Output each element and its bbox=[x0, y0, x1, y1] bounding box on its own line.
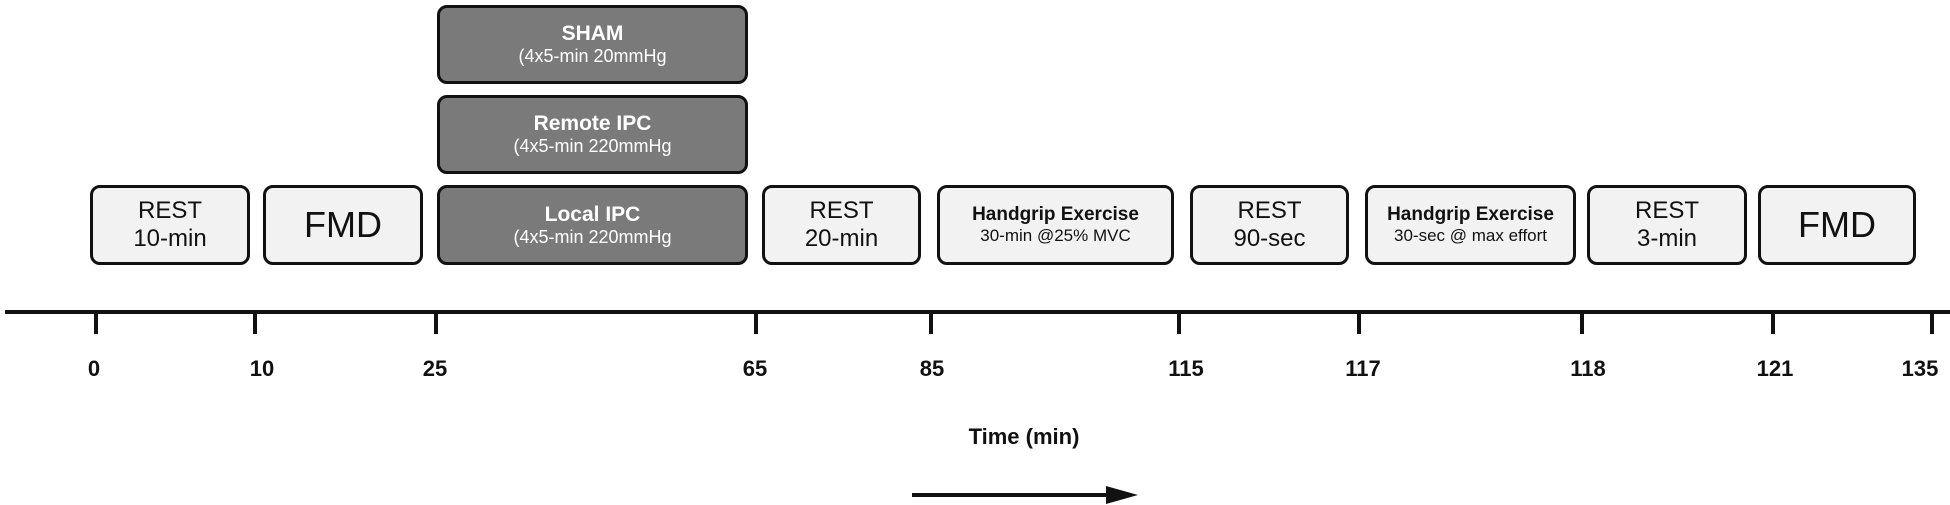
timeline-axis bbox=[5, 310, 1950, 314]
remote-ipc-detail: (4x5-min 220mmHg bbox=[513, 136, 672, 157]
rest-10min-duration: 10-min bbox=[133, 225, 207, 252]
tick-label: 115 bbox=[1168, 356, 1204, 381]
handgrip-30min-box: Handgrip Exercise 30-min @25% MVC bbox=[937, 185, 1174, 265]
rest-3min-duration: 3-min bbox=[1636, 225, 1697, 252]
sham-detail: (4x5-min 20mmHg bbox=[518, 46, 667, 67]
tick-label: 118 bbox=[1570, 356, 1606, 381]
tick-mark bbox=[754, 310, 758, 334]
remote-ipc-label: Remote IPC bbox=[533, 112, 652, 136]
local-ipc-detail: (4x5-min 220mmHg bbox=[513, 226, 672, 247]
tick-mark bbox=[1930, 310, 1934, 334]
tick-mark bbox=[929, 310, 933, 334]
fmd-box-1: FMD bbox=[263, 185, 423, 265]
sham-box: SHAM (4x5-min 20mmHg bbox=[437, 5, 748, 84]
rest-3min-box: REST 3-min bbox=[1587, 185, 1747, 265]
tick-mark bbox=[1580, 310, 1584, 334]
tick-label: 117 bbox=[1345, 356, 1381, 381]
axis-title: Time (min) bbox=[968, 424, 1080, 449]
fmd-label-1: FMD bbox=[304, 204, 382, 246]
handgrip-30sec-label: Handgrip Exercise bbox=[1387, 204, 1554, 226]
handgrip-30sec-box: Handgrip Exercise 30-sec @ max effort bbox=[1365, 185, 1576, 265]
rest-90sec-duration: 90-sec bbox=[1233, 225, 1306, 252]
remote-ipc-box: Remote IPC (4x5-min 220mmHg bbox=[437, 95, 748, 174]
rest-10min-box: REST 10-min bbox=[90, 185, 250, 265]
rest-90sec-box: REST 90-sec bbox=[1190, 185, 1349, 265]
tick-mark bbox=[1177, 310, 1181, 334]
tick-mark bbox=[94, 310, 98, 334]
handgrip-30min-label: Handgrip Exercise bbox=[972, 204, 1139, 226]
tick-label: 0 bbox=[87, 356, 101, 381]
tick-mark bbox=[1357, 310, 1361, 334]
handgrip-30min-detail: 30-min @25% MVC bbox=[980, 226, 1131, 246]
tick-label: 65 bbox=[742, 356, 768, 381]
tick-label: 25 bbox=[422, 356, 448, 381]
tick-label: 10 bbox=[249, 356, 275, 381]
fmd-label-2: FMD bbox=[1798, 204, 1876, 246]
handgrip-30sec-detail: 30-sec @ max effort bbox=[1394, 226, 1547, 246]
rest-10min-label: REST bbox=[137, 197, 202, 225]
time-arrow-icon bbox=[912, 486, 1138, 504]
tick-mark bbox=[434, 310, 438, 334]
rest-20min-duration: 20-min bbox=[804, 225, 879, 252]
tick-label: 85 bbox=[919, 356, 945, 381]
local-ipc-box: Local IPC (4x5-min 220mmHg bbox=[437, 185, 748, 265]
sham-label: SHAM bbox=[561, 22, 624, 46]
fmd-box-2: FMD bbox=[1758, 185, 1916, 265]
local-ipc-label: Local IPC bbox=[544, 202, 641, 226]
tick-mark bbox=[1771, 310, 1775, 334]
rest-3min-label: REST bbox=[1634, 197, 1699, 225]
rest-20min-label: REST bbox=[809, 197, 874, 225]
tick-label: 135 bbox=[1901, 356, 1939, 381]
tick-mark bbox=[253, 310, 257, 334]
tick-label: 121 bbox=[1756, 356, 1794, 381]
rest-20min-box: REST 20-min bbox=[762, 185, 921, 265]
rest-90sec-label: REST bbox=[1237, 197, 1302, 225]
